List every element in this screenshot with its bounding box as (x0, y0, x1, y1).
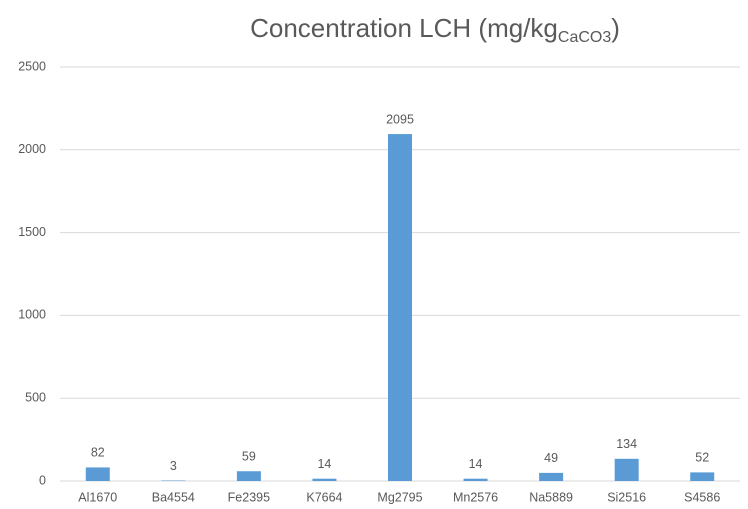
data-label: 134 (616, 437, 637, 451)
title-subscript: CaCO3 (558, 29, 611, 46)
y-tick-label: 2000 (18, 142, 46, 156)
x-tick-label: Mg2795 (377, 490, 422, 504)
title-main: Concentration LCH (mg/kg (250, 13, 558, 43)
x-tick-label: S4586 (684, 490, 720, 504)
x-tick-label: Fe2395 (228, 490, 270, 504)
bar (463, 478, 488, 481)
bar (388, 134, 412, 481)
bar (236, 471, 261, 481)
data-label: 49 (544, 451, 558, 465)
x-tick-label: Mn2576 (453, 490, 498, 504)
data-label: 59 (242, 450, 256, 464)
bar (312, 478, 337, 481)
data-label: 14 (317, 457, 331, 471)
y-tick-label: 0 (39, 473, 46, 487)
bar (85, 467, 110, 481)
y-tick-label: 1000 (18, 308, 46, 322)
y-tick-label: 1500 (18, 225, 46, 239)
x-tick-label: Al1670 (78, 490, 117, 504)
y-tick-label: 2500 (18, 59, 46, 73)
x-tick-label: K7664 (306, 490, 342, 504)
bar (614, 458, 639, 481)
bar (539, 472, 564, 481)
x-tick-label: Si2516 (607, 490, 646, 504)
data-label: 14 (469, 457, 483, 471)
chart-title: Concentration LCH (mg/kgCaCO3) (250, 13, 620, 46)
title-suffix: ) (611, 13, 620, 43)
data-label: 3 (170, 459, 177, 473)
data-label: 82 (91, 446, 105, 460)
data-label: 52 (695, 451, 709, 465)
x-tick-label: Na5889 (529, 490, 573, 504)
data-label: 2095 (386, 112, 414, 126)
x-tick-label: Ba4554 (152, 490, 195, 504)
bar (690, 472, 715, 481)
y-tick-label: 500 (25, 390, 46, 404)
